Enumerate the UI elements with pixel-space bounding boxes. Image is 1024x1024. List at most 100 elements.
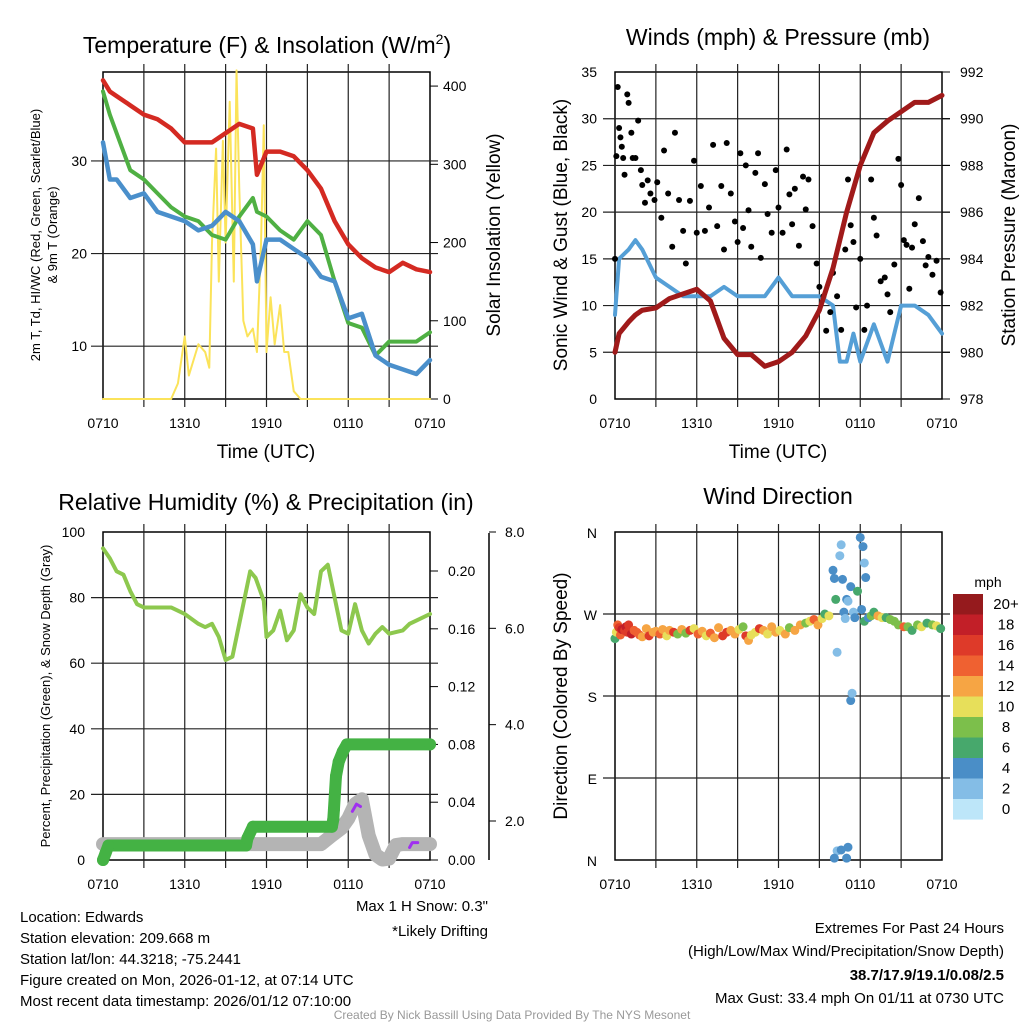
gust-point bbox=[925, 253, 932, 260]
y3-tick-label: 2.0 bbox=[505, 813, 525, 829]
snow-depth-line bbox=[96, 792, 437, 867]
gust-point bbox=[800, 173, 807, 180]
x-tick-label: 0710 bbox=[87, 415, 118, 431]
gust-point bbox=[857, 255, 864, 262]
y3-tick-label: 8.0 bbox=[505, 524, 525, 540]
gust-point bbox=[864, 302, 871, 309]
wind-speed-line bbox=[613, 238, 944, 364]
temp-x-axis-label: Time (UTC) bbox=[217, 442, 316, 463]
credit-text: Created By Nick Bassill Using Data Provi… bbox=[334, 1008, 691, 1022]
x-tick-label: 0710 bbox=[414, 876, 445, 892]
precip-point bbox=[246, 820, 259, 833]
gust-point bbox=[915, 195, 922, 202]
gust-point bbox=[625, 99, 632, 106]
gust-point bbox=[616, 125, 623, 132]
gust-point bbox=[783, 146, 790, 153]
gust-point bbox=[881, 274, 888, 281]
created-text: Figure created on Mon, 2026-01-12, at 07… bbox=[20, 972, 354, 989]
gust-point bbox=[671, 129, 678, 136]
direction-point bbox=[836, 540, 846, 550]
direction-point bbox=[714, 623, 724, 633]
gust-point bbox=[768, 229, 775, 236]
gust-point bbox=[847, 222, 854, 229]
gust-point bbox=[827, 309, 834, 316]
gust-point bbox=[745, 207, 752, 214]
direction-point bbox=[824, 611, 834, 621]
temp-y-axis-label-line2: & 9m T (Orange) bbox=[45, 186, 60, 283]
gust-point bbox=[844, 176, 851, 183]
winds-x-axis-label: Time (UTC) bbox=[729, 442, 828, 463]
direction-point bbox=[936, 624, 946, 634]
direction-point bbox=[850, 613, 860, 623]
extremes-values: 38.7/17.9/19.1/0.08/2.5 bbox=[850, 967, 1004, 984]
gust-point bbox=[651, 196, 658, 203]
precip-point bbox=[424, 738, 436, 751]
insolation-y-axis-label: Solar Insolation (Yellow) bbox=[484, 133, 505, 336]
gust-point bbox=[761, 181, 768, 188]
direction-point bbox=[780, 629, 790, 639]
gust-point bbox=[834, 293, 841, 300]
colorbar-label: 2 bbox=[1002, 781, 1010, 798]
direction-point bbox=[846, 582, 856, 592]
gust-point bbox=[748, 243, 755, 250]
gust-point bbox=[641, 199, 648, 206]
colorbar-swatch bbox=[953, 655, 983, 677]
gust-point bbox=[895, 155, 902, 162]
colorbar-swatch bbox=[953, 758, 983, 779]
direction-point bbox=[835, 551, 845, 561]
extremes-title: Extremes For Past 24 Hours bbox=[815, 920, 1004, 937]
y-tick-label: 80 bbox=[69, 590, 85, 606]
recent-data-text: Most recent data timestamp: 2026/01/12 0… bbox=[20, 993, 351, 1010]
gust-point bbox=[710, 141, 717, 148]
colorbar-label: 14 bbox=[998, 658, 1015, 675]
colorbar-label: 6 bbox=[1002, 740, 1010, 757]
colorbar-swatch bbox=[953, 717, 983, 738]
gust-point bbox=[752, 169, 759, 176]
gust-point bbox=[775, 204, 782, 211]
temp-y-axis-label: 2m T, Td, HI/WC (Red, Green, Scarlet/Blu… bbox=[28, 109, 43, 361]
gust-point bbox=[676, 196, 683, 203]
colorbar-swatch bbox=[953, 737, 983, 759]
gust-point bbox=[922, 262, 929, 269]
gust-point bbox=[779, 229, 786, 236]
direction-point bbox=[842, 853, 852, 863]
gust-point bbox=[786, 191, 793, 198]
gust-point bbox=[903, 241, 910, 248]
gust-point bbox=[624, 91, 631, 98]
gust-point bbox=[680, 227, 687, 234]
temp-chart-title: Temperature (F) & Insolation (W/m2) bbox=[83, 31, 451, 58]
y-tick-label: S bbox=[588, 689, 597, 705]
gust-point bbox=[701, 227, 708, 234]
colorbar-swatch bbox=[953, 696, 983, 718]
gust-point bbox=[612, 255, 618, 262]
y-tick-label: 10 bbox=[71, 338, 87, 354]
drifting-segment bbox=[350, 802, 363, 813]
gust-point bbox=[691, 157, 698, 164]
y-tick-label: 40 bbox=[69, 721, 85, 737]
direction-point bbox=[624, 620, 634, 630]
x-tick-label: 0110 bbox=[845, 876, 875, 892]
x-tick-label: 1310 bbox=[681, 415, 712, 431]
x-tick-label: 0710 bbox=[599, 415, 630, 431]
colorbar-swatch bbox=[953, 594, 983, 615]
gust-point bbox=[861, 326, 868, 333]
extremes-subtitle: (High/Low/Max Wind/Precipitation/Snow De… bbox=[688, 943, 1004, 960]
max-gust-text: Max Gust: 33.4 mph On 01/11 at 0730 UTC bbox=[715, 990, 1004, 1007]
colorbar-label: 4 bbox=[1002, 760, 1010, 777]
gust-point bbox=[632, 154, 639, 161]
direction-point bbox=[858, 542, 868, 552]
series-line-blue bbox=[100, 140, 433, 377]
y2-tick-label: 400 bbox=[443, 78, 467, 94]
precip-point bbox=[241, 832, 254, 845]
max-snow-text: Max 1 H Snow: 0.3" bbox=[356, 898, 488, 915]
drifting-segment bbox=[408, 841, 420, 849]
gust-point bbox=[802, 206, 809, 213]
gust-point bbox=[654, 179, 661, 186]
x-tick-label: 1910 bbox=[251, 415, 282, 431]
x-tick-label: 1910 bbox=[251, 876, 282, 892]
y2-tick-label: 200 bbox=[443, 235, 467, 251]
y-tick-label: 15 bbox=[581, 251, 597, 267]
x-tick-label: 0710 bbox=[926, 415, 957, 431]
